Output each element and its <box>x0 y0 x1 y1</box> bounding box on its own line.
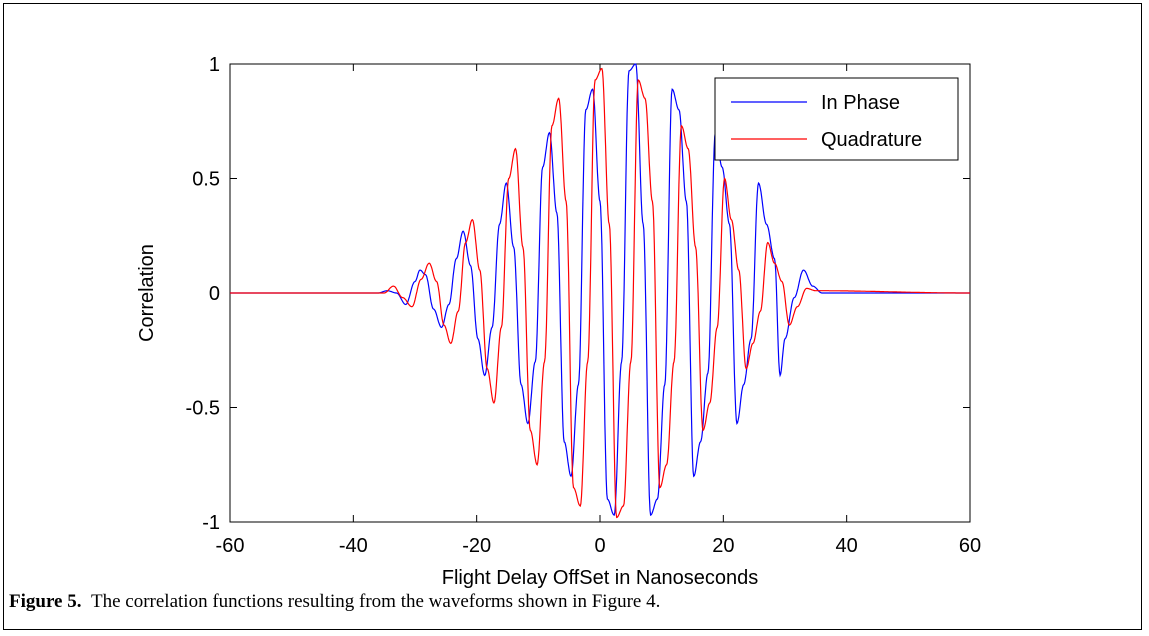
legend-box <box>714 77 959 161</box>
y-tick-labels: -1 -0.5 0 0.5 1 <box>186 54 220 534</box>
y-tick-label: 1 <box>209 54 220 76</box>
caption-text: The correlation functions resulting from… <box>90 591 661 612</box>
y-tick-label: 0 <box>209 283 220 305</box>
x-tick-label: -20 <box>462 535 491 557</box>
legend-entry: In Phase <box>821 92 900 114</box>
x-tick-label: 0 <box>594 535 605 557</box>
figure-frame <box>3 3 1142 630</box>
x-tick-label: -60 <box>216 535 245 557</box>
y-tick-label: -0.5 <box>186 398 220 420</box>
correlation-chart: -60 -40 -20 0 20 40 60 -1 -0.5 0 0.5 1 Flight Dela… <box>136 54 982 589</box>
series-line-quadrature <box>230 67 970 519</box>
x-tick-label: 40 <box>836 535 858 557</box>
x-tick-label: 20 <box>712 535 734 557</box>
series-lines <box>230 63 970 519</box>
x-tick-labels: -60 -40 -20 0 20 40 60 <box>216 535 982 557</box>
caption-label: Figure 5. <box>9 591 82 612</box>
y-tick-label: 0.5 <box>192 169 220 191</box>
y-axis-title: Correlation <box>136 244 158 342</box>
x-tick-label: 60 <box>959 535 981 557</box>
x-axis-title: Flight Delay OffSet in Nanoseconds <box>442 567 758 589</box>
legend-entry: Quadrature <box>821 129 922 151</box>
x-tick-label: -40 <box>339 535 368 557</box>
legend: In Phase Quadrature <box>714 77 959 161</box>
y-tick-label: -1 <box>202 512 220 534</box>
figure-caption: Figure 5. The correlation functions resu… <box>9 591 660 613</box>
